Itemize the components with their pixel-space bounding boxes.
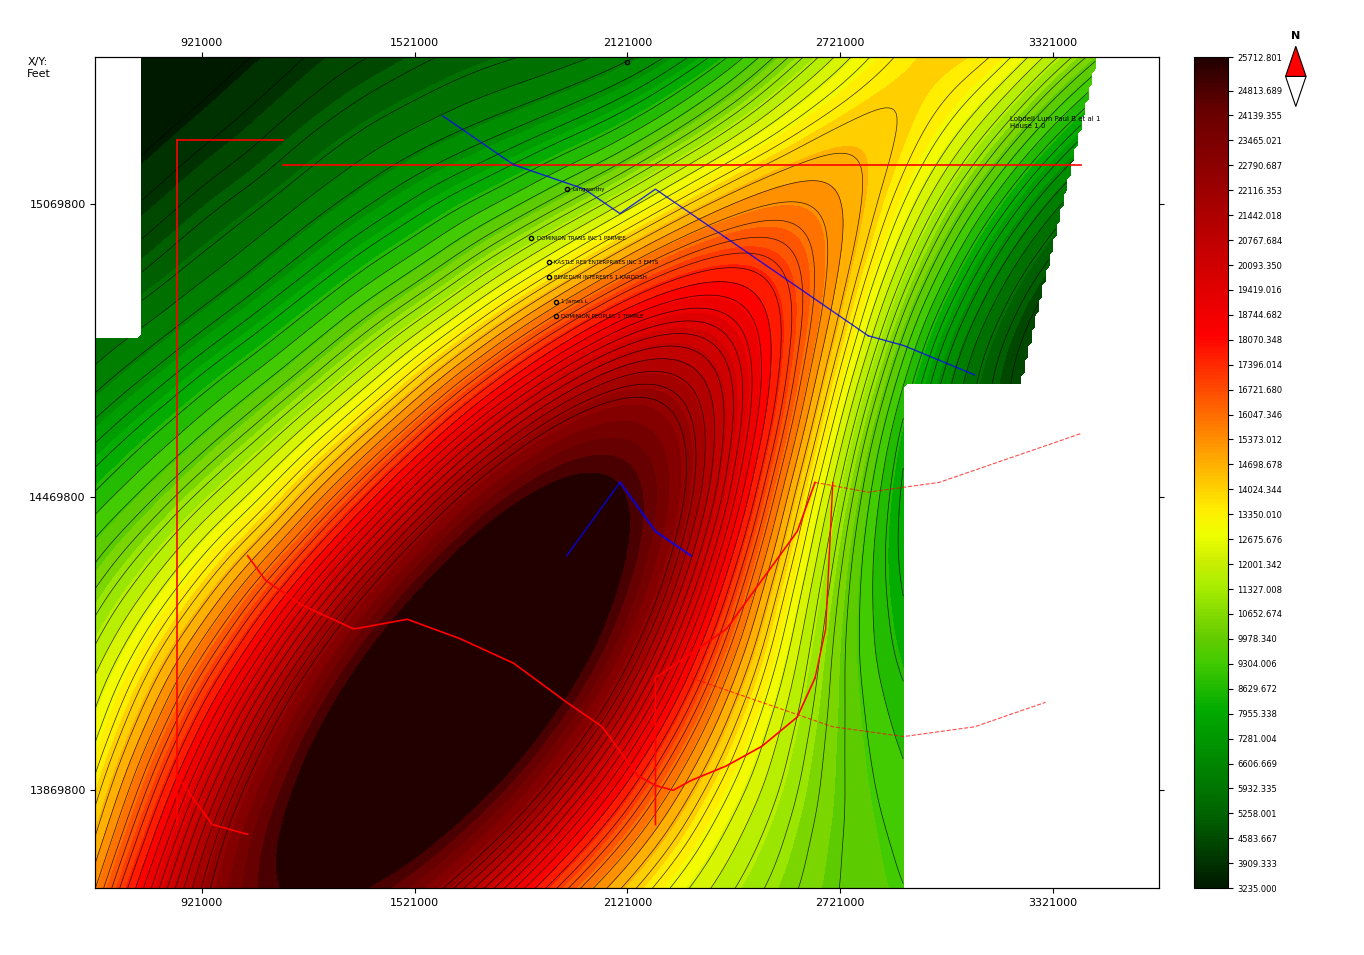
Text: 12000: 12000: [240, 462, 265, 487]
Text: 19000: 19000: [416, 451, 441, 476]
Polygon shape: [1285, 46, 1305, 76]
Text: BENEDUM INTERESTS 1 KARDOSH: BENEDUM INTERESTS 1 KARDOSH: [554, 275, 648, 280]
Polygon shape: [1285, 76, 1305, 107]
Text: 19500: 19500: [516, 853, 540, 878]
Text: 4000: 4000: [273, 66, 295, 87]
Text: 8000: 8000: [476, 168, 498, 186]
Text: 9000: 9000: [288, 328, 310, 348]
Text: DOMINION TRANS INC 1 PERMEE: DOMINION TRANS INC 1 PERMEE: [536, 236, 626, 241]
Text: 1 James L: 1 James L: [562, 299, 588, 304]
Text: 5000: 5000: [1015, 286, 1033, 309]
Text: 12000: 12000: [810, 544, 824, 572]
Text: 6000: 6000: [102, 339, 124, 360]
Text: 13500: 13500: [622, 214, 649, 235]
Text: 9000: 9000: [896, 374, 910, 397]
Text: 16500: 16500: [768, 454, 783, 481]
Text: 10500: 10500: [292, 370, 318, 393]
Text: 9500: 9500: [394, 265, 416, 285]
Text: 6000: 6000: [1015, 241, 1034, 264]
Text: Lobdell Lum Paul B et al 1
House 1 0: Lobdell Lum Paul B et al 1 House 1 0: [1011, 116, 1101, 129]
Text: X/Y:
Feet: X/Y: Feet: [27, 57, 52, 79]
Text: 8000: 8000: [1003, 190, 1022, 213]
Text: N: N: [1292, 32, 1300, 41]
Text: 6000: 6000: [172, 286, 194, 307]
Text: 6500: 6500: [975, 288, 993, 311]
Text: 7500: 7500: [266, 286, 288, 307]
Text: 8000: 8000: [893, 555, 904, 577]
Text: 7500: 7500: [1046, 153, 1067, 175]
Text: 18500: 18500: [382, 474, 408, 499]
Text: 13500: 13500: [779, 575, 794, 603]
Text: 6500: 6500: [254, 248, 277, 268]
Text: Langworthy: Langworthy: [572, 186, 604, 192]
Text: 18000: 18000: [342, 503, 368, 529]
Text: 10500: 10500: [825, 662, 836, 690]
Text: 21000: 21000: [366, 538, 390, 563]
Text: DOMINION PEOPLES 1 TEMPLE: DOMINION PEOPLES 1 TEMPLE: [562, 314, 644, 319]
Text: 5000: 5000: [221, 188, 244, 207]
Text: 15000: 15000: [263, 522, 288, 548]
Text: 9500: 9500: [861, 714, 872, 736]
Text: KASTLE RES ENTERPRISES INC 3 EMTS: KASTLE RES ENTERPRISES INC 3 EMTS: [554, 260, 659, 265]
